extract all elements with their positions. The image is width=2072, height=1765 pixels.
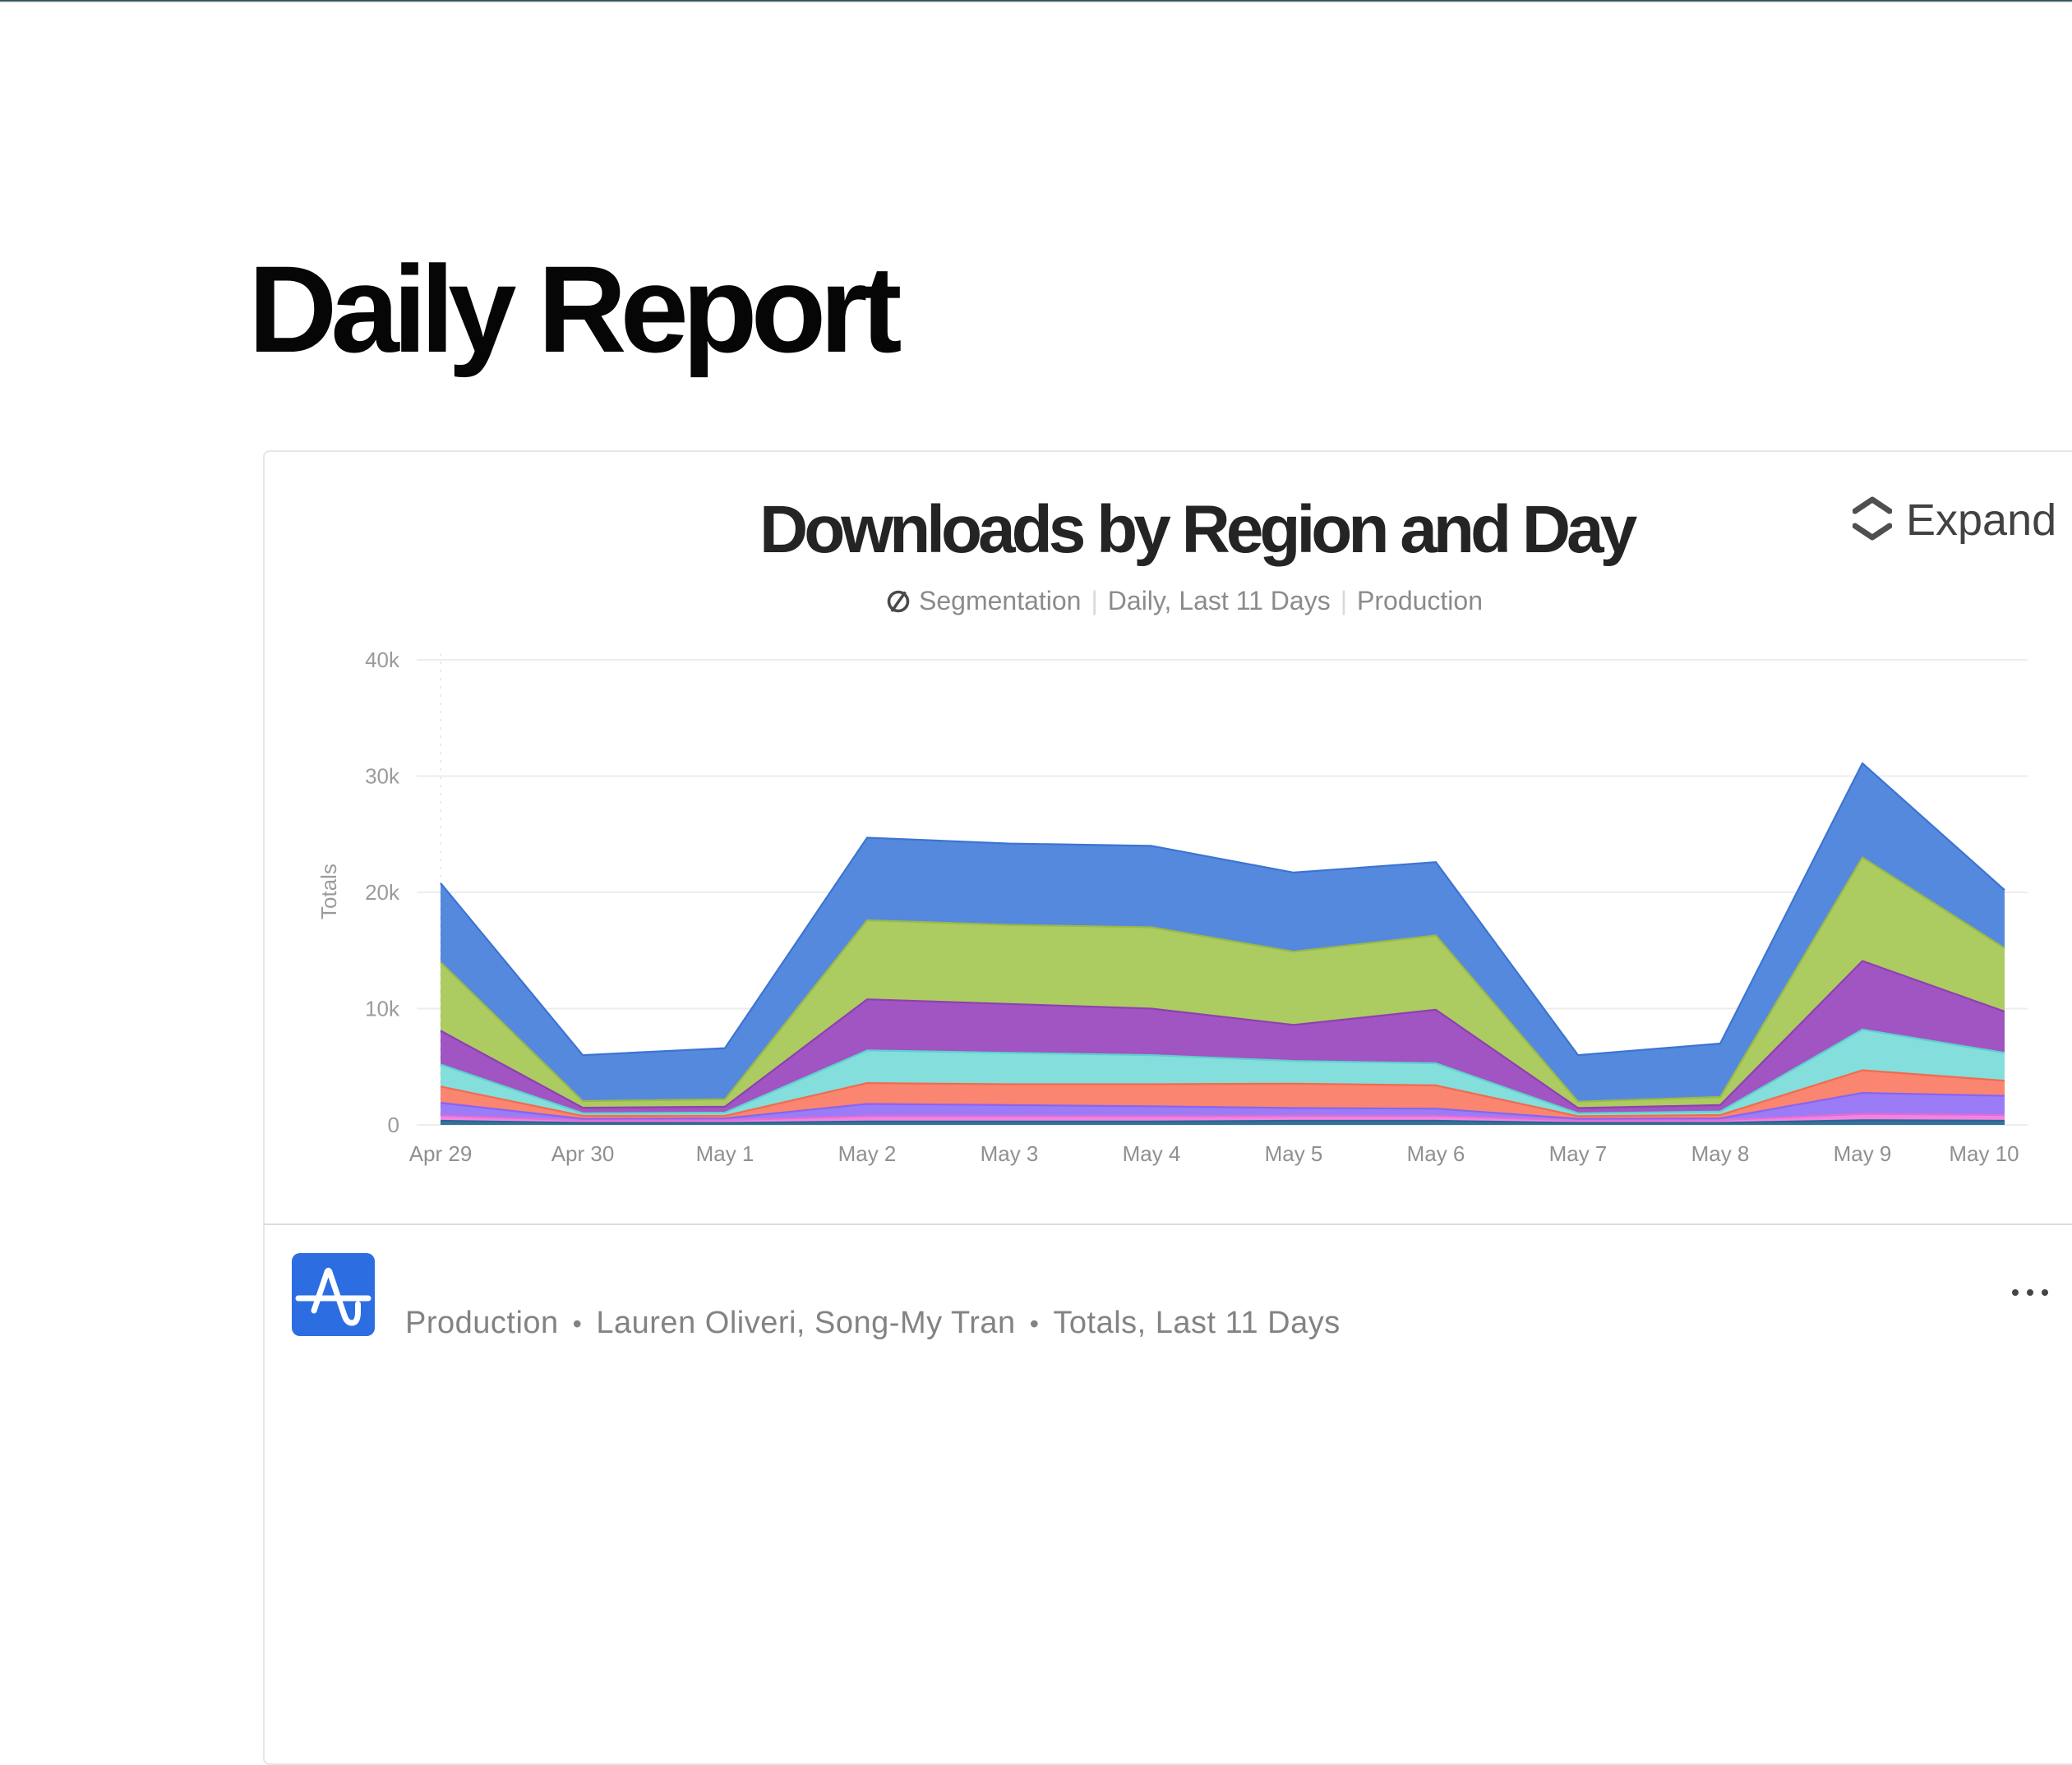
svg-text:May 6: May 6	[1407, 1141, 1465, 1166]
svg-text:40k: 40k	[365, 647, 400, 672]
svg-text:30k: 30k	[365, 764, 400, 789]
svg-text:May 10: May 10	[1949, 1141, 2019, 1166]
svg-text:May 7: May 7	[1549, 1141, 1608, 1166]
svg-text:May 4: May 4	[1123, 1141, 1181, 1166]
svg-text:10k: 10k	[365, 997, 400, 1021]
svg-text:May 5: May 5	[1265, 1141, 1323, 1166]
svg-text:Totals: Totals	[316, 864, 341, 919]
svg-text:Apr 30: Apr 30	[551, 1141, 615, 1166]
svg-text:Apr 29: Apr 29	[409, 1141, 473, 1166]
svg-text:May 1: May 1	[696, 1141, 755, 1166]
svg-text:May 9: May 9	[1834, 1141, 1892, 1166]
svg-text:May 3: May 3	[981, 1141, 1039, 1166]
svg-text:May 2: May 2	[838, 1141, 897, 1166]
svg-text:0: 0	[388, 1113, 399, 1137]
svg-text:20k: 20k	[365, 880, 400, 905]
svg-text:May 8: May 8	[1691, 1141, 1750, 1166]
